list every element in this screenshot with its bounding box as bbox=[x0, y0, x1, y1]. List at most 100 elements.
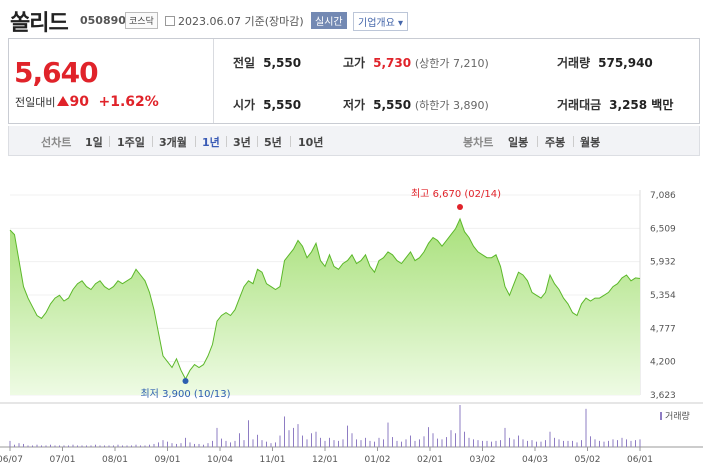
volume-bar bbox=[347, 425, 348, 447]
divider bbox=[213, 39, 214, 123]
y-tick-label: 7,086 bbox=[650, 191, 676, 201]
x-tick-label: 11/01 bbox=[260, 455, 286, 465]
change-value: 90 bbox=[69, 94, 89, 110]
volume-bar bbox=[423, 436, 425, 447]
volume-bar bbox=[135, 444, 137, 447]
x-tick-label: 10/04 bbox=[207, 455, 233, 465]
volume-bar bbox=[36, 444, 38, 447]
volume-bar bbox=[450, 430, 452, 447]
period-3y[interactable]: 3년 bbox=[233, 136, 251, 149]
volume-bar bbox=[284, 416, 285, 447]
volume-bar bbox=[365, 437, 366, 447]
volume-bar bbox=[617, 440, 618, 447]
volume-bar bbox=[342, 439, 344, 447]
x-tick-label: 06/07 bbox=[0, 455, 23, 465]
period-10y[interactable]: 10년 bbox=[298, 136, 324, 149]
volume-bar bbox=[41, 445, 42, 447]
volume-bar bbox=[297, 424, 299, 447]
volume-bar bbox=[536, 441, 537, 447]
volume-bar bbox=[180, 443, 182, 447]
volume-bar bbox=[275, 442, 276, 447]
x-tick-label: 06/01 bbox=[627, 455, 653, 465]
volume-bar bbox=[545, 440, 546, 447]
stock-name: 쏠리드 bbox=[10, 11, 69, 36]
volume-bar bbox=[635, 440, 636, 447]
volume-bar bbox=[95, 444, 96, 447]
volume-bar bbox=[126, 445, 128, 447]
volume-bar bbox=[396, 440, 398, 447]
volume-bar bbox=[185, 437, 186, 447]
volume-bar bbox=[356, 439, 357, 447]
volume: 거래량 575,940 bbox=[557, 56, 653, 70]
volume-bar bbox=[459, 405, 461, 447]
volume-bar bbox=[477, 440, 479, 447]
candle-daily[interactable]: 일봉 bbox=[508, 136, 529, 149]
volume-bar bbox=[77, 445, 78, 447]
volume-bar bbox=[464, 431, 465, 447]
volume-bar bbox=[234, 440, 236, 447]
trade-amount: 거래대금 3,258 백만 bbox=[557, 98, 674, 112]
line-chart-label: 선차트 bbox=[41, 136, 72, 149]
volume-bar bbox=[203, 444, 204, 447]
volume-bar bbox=[194, 443, 195, 447]
volume-bar bbox=[171, 443, 173, 447]
volume-bar bbox=[527, 440, 528, 447]
volume-bar bbox=[608, 440, 609, 447]
volume-bar bbox=[333, 440, 335, 447]
volume-bar bbox=[63, 445, 65, 447]
volume-bar bbox=[32, 445, 33, 447]
high-annotation: 최고 6,670 (02/14) bbox=[411, 188, 501, 200]
volume-bar bbox=[59, 445, 60, 447]
volume-bar bbox=[581, 440, 582, 447]
period-1y[interactable]: 1년 bbox=[202, 136, 220, 149]
volume-bar bbox=[306, 439, 308, 447]
volume-bar bbox=[495, 440, 497, 447]
volume-bar bbox=[558, 439, 560, 447]
y-tick-label: 3,623 bbox=[650, 391, 676, 401]
volume-bar bbox=[149, 444, 150, 447]
volume-bar bbox=[189, 442, 191, 447]
high-price: 고가 5,730 (상한가 7,210) bbox=[343, 56, 489, 70]
period-1d[interactable]: 1일 bbox=[85, 136, 103, 149]
volume-bar bbox=[266, 441, 267, 447]
candle-chart-label: 봉차트 bbox=[463, 136, 494, 149]
period-5y[interactable]: 5년 bbox=[264, 136, 282, 149]
volume-bar bbox=[351, 433, 353, 447]
period-1w[interactable]: 1주일 bbox=[117, 136, 145, 149]
volume-bar bbox=[630, 440, 632, 447]
market-badge: 코스닥 bbox=[125, 12, 158, 29]
change-label: 전일대비 bbox=[15, 96, 56, 109]
calendar-icon bbox=[165, 16, 175, 26]
volume-bar bbox=[27, 445, 29, 447]
prev-close: 전일 5,550 bbox=[233, 56, 302, 70]
volume-bar bbox=[585, 408, 587, 447]
volume-bar bbox=[567, 440, 569, 447]
volume-bar bbox=[117, 444, 119, 447]
volume-bar bbox=[441, 439, 443, 447]
volume-bar bbox=[86, 445, 87, 447]
volume-bar bbox=[410, 435, 411, 447]
y-tick-label: 5,932 bbox=[650, 258, 676, 268]
volume-bar bbox=[302, 435, 303, 447]
open-price: 시가 5,550 bbox=[233, 98, 302, 112]
company-overview-button[interactable]: 기업개요 ▾ bbox=[353, 12, 408, 31]
volume-bar bbox=[239, 433, 240, 447]
candle-monthly[interactable]: 월봉 bbox=[580, 136, 601, 149]
realtime-button[interactable]: 실시간 bbox=[311, 12, 347, 29]
volume-bar bbox=[23, 443, 24, 447]
volume-bar bbox=[113, 445, 114, 447]
volume-bar bbox=[401, 441, 402, 447]
volume-bar bbox=[90, 445, 92, 447]
volume-bar bbox=[207, 443, 209, 447]
volume-bar bbox=[482, 440, 483, 447]
volume-bar bbox=[248, 420, 249, 447]
x-tick-label: 04/03 bbox=[522, 455, 548, 465]
volume-bar bbox=[144, 445, 146, 447]
volume-bar bbox=[603, 441, 605, 447]
change-row: 전일대비 90 +1.62% bbox=[15, 94, 159, 110]
x-tick-label: 05/02 bbox=[575, 455, 601, 465]
low-marker bbox=[182, 378, 189, 385]
candle-weekly[interactable]: 주봉 bbox=[545, 136, 566, 149]
volume-bar bbox=[612, 439, 614, 447]
period-3m[interactable]: 3개월 bbox=[159, 136, 187, 149]
